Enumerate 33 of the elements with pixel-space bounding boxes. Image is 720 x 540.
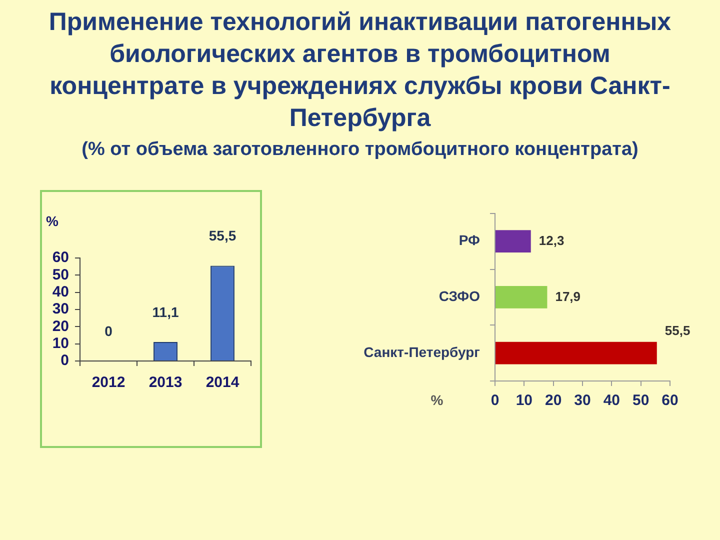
x-tick-label: 50	[632, 392, 650, 410]
y-tick-label: 20	[52, 318, 69, 335]
text: Применение технологий инактивации патогенных биологических агентов в тромбоцитном концентрате в учреждениях службы крови Санкт-Петербурга	[48, 7, 672, 134]
text: (% от объема заготовленного тромбоцитного концентрата)	[80, 139, 640, 161]
x-tick-label: 60	[662, 392, 678, 410]
data-label: 55,5	[208, 228, 236, 244]
data-label: 11,1	[152, 304, 179, 320]
y-tick-label: 60	[52, 249, 69, 266]
data-label: 55,5	[664, 322, 690, 338]
y-tick-label: 10	[52, 334, 69, 352]
x-tick-label: 40	[603, 392, 620, 410]
x-tick-label: 10	[516, 392, 533, 410]
y-tick-label: Санкт-Петербург	[364, 344, 480, 360]
data-label: 0	[104, 322, 113, 339]
x-tick-label: 0	[490, 392, 500, 410]
y-tick-label: 40	[52, 283, 69, 300]
x-tick-label: 2014	[206, 374, 240, 392]
y-tick-label: 50	[52, 266, 69, 284]
bar	[496, 230, 531, 253]
data-label: 17,9	[555, 288, 581, 304]
y-tick-label: РФ	[458, 232, 480, 248]
y-tick-label: СЗФО	[438, 288, 480, 304]
bar	[496, 286, 548, 308]
x-tick-label: 2013	[148, 374, 182, 392]
x-tick-label: 2012	[92, 374, 126, 392]
y-axis-title: %	[46, 212, 59, 229]
x-tick-label: 20	[544, 392, 562, 410]
y-tick-label: 0	[60, 352, 69, 370]
x-axis-title: %	[430, 392, 444, 408]
data-label: 12,3	[538, 232, 564, 248]
y-tick-label: 30	[52, 300, 69, 318]
x-tick-label: 30	[574, 392, 591, 410]
bar	[496, 342, 657, 364]
